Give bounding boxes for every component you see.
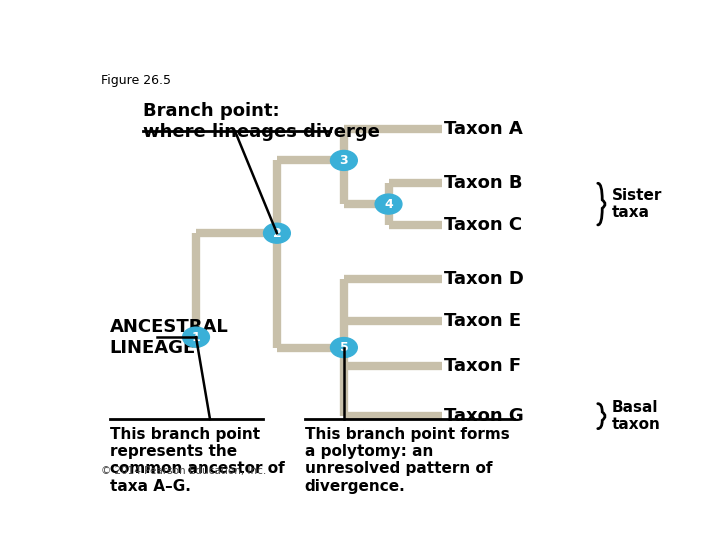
Text: Taxon D: Taxon D [444,270,524,288]
Circle shape [183,327,210,347]
Text: Taxon B: Taxon B [444,174,523,192]
Text: Taxon A: Taxon A [444,120,523,138]
Text: ANCESTRAL
LINEAGE: ANCESTRAL LINEAGE [109,318,228,356]
Text: Branch point:
where lineages diverge: Branch point: where lineages diverge [143,102,380,141]
Text: 3: 3 [340,154,348,167]
Text: 4: 4 [384,198,393,211]
Circle shape [330,338,357,357]
Circle shape [330,151,357,171]
Text: This branch point forms
a polytomy: an
unresolved pattern of
divergence.: This branch point forms a polytomy: an u… [305,427,510,494]
Text: Taxon C: Taxon C [444,216,523,234]
Text: 1: 1 [192,330,200,343]
Text: Basal
taxon: Basal taxon [612,400,661,433]
Circle shape [375,194,402,214]
Text: Taxon E: Taxon E [444,312,521,329]
Circle shape [264,223,290,243]
Text: This branch point
represents the
common ancestor of
taxa A–G.: This branch point represents the common … [109,427,284,494]
Text: Sister
taxa: Sister taxa [612,188,662,220]
Text: 2: 2 [273,227,282,240]
Text: © 2014 Pearson Education, Inc.: © 2014 Pearson Education, Inc. [101,465,266,476]
Text: Taxon G: Taxon G [444,407,524,425]
Text: Figure 26.5: Figure 26.5 [101,74,171,87]
Text: 5: 5 [340,341,348,354]
Text: Taxon F: Taxon F [444,357,521,375]
